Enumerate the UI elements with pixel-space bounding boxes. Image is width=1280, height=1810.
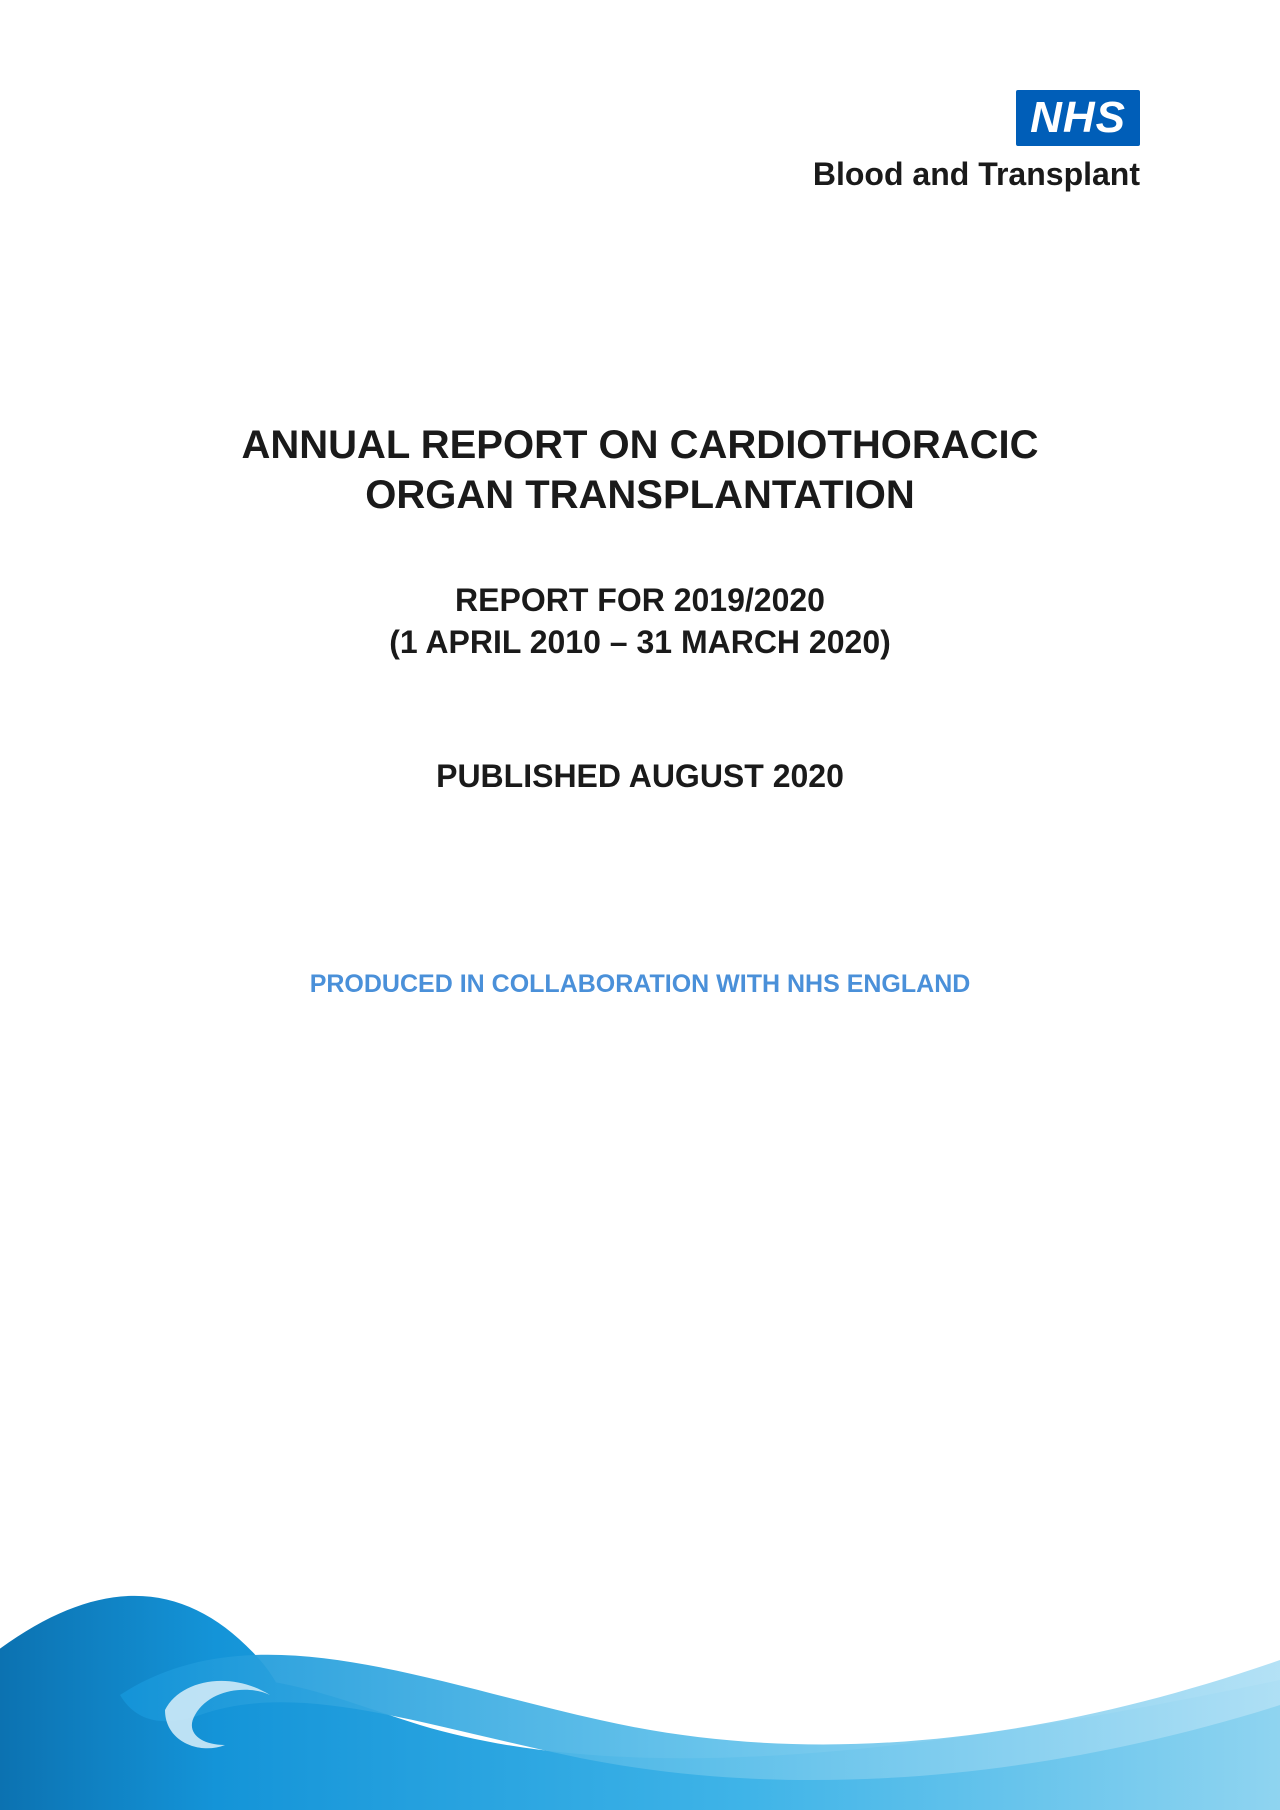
document-page: NHS Blood and Transplant ANNUAL REPORT O… [0, 0, 1280, 1810]
report-line-1: REPORT FOR 2019/2020 [120, 580, 1160, 622]
published-date: PUBLISHED AUGUST 2020 [120, 758, 1160, 795]
decorative-ribbon [0, 1510, 1280, 1810]
title-line-2: ORGAN TRANSPLANTATION [120, 470, 1160, 520]
report-line-2: (1 APRIL 2010 – 31 MARCH 2020) [120, 622, 1160, 664]
collaboration-note: PRODUCED IN COLLABORATION WITH NHS ENGLA… [120, 970, 1160, 999]
report-period: REPORT FOR 2019/2020 (1 APRIL 2010 – 31 … [120, 580, 1160, 663]
nhs-logo-block: NHS Blood and Transplant [813, 90, 1140, 193]
nhs-badge: NHS [1016, 90, 1140, 146]
cover-content: ANNUAL REPORT ON CARDIOTHORACIC ORGAN TR… [0, 420, 1280, 999]
logo-subtitle: Blood and Transplant [813, 156, 1140, 193]
report-title: ANNUAL REPORT ON CARDIOTHORACIC ORGAN TR… [120, 420, 1160, 520]
title-line-1: ANNUAL REPORT ON CARDIOTHORACIC [120, 420, 1160, 470]
